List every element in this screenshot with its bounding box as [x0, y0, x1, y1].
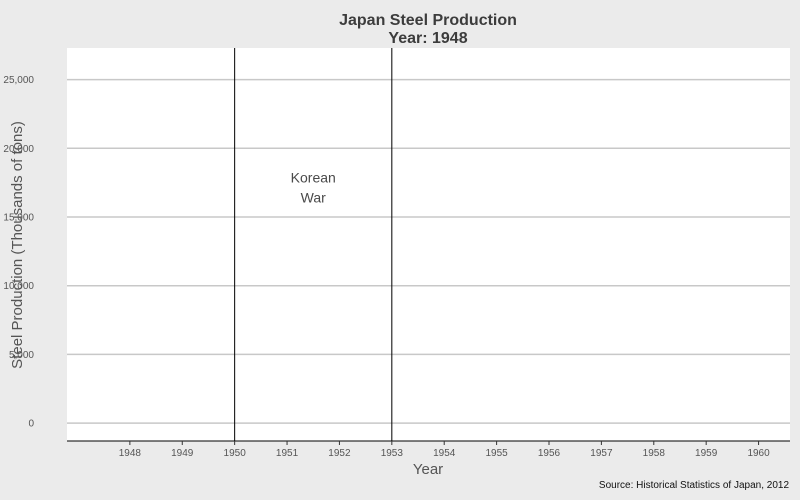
- y-tick-label: 15,000: [3, 213, 34, 224]
- gridlines: [67, 78, 790, 424]
- source-caption: Source: Historical Statistics of Japan, …: [599, 480, 790, 491]
- x-tick-label: 1949: [171, 448, 194, 459]
- x-tick-label: 1953: [381, 448, 404, 459]
- event-lines: [234, 48, 393, 441]
- x-axis-title: Year: [413, 461, 443, 478]
- x-tick-label: 1951: [276, 448, 299, 459]
- x-tick-label: 1960: [747, 448, 770, 459]
- x-tick-label: 1955: [485, 448, 508, 459]
- x-tick-label: 1950: [224, 448, 247, 459]
- korean-war-annotation: Korean War: [291, 170, 336, 206]
- x-tick-label: 1954: [433, 448, 456, 459]
- y-tick-label: 10,000: [3, 281, 34, 292]
- chart-subtitle: Year: 1948: [388, 30, 467, 47]
- x-tick-label: 1958: [643, 448, 666, 459]
- y-axis-title: Steel Production (Thousands of tons): [9, 121, 26, 369]
- y-tick-label: 0: [28, 419, 34, 430]
- x-tick-label: 1948: [119, 448, 142, 459]
- x-tick-label: 1952: [328, 448, 351, 459]
- annotations: Korean War: [291, 170, 336, 206]
- y-axis-ticks: 0 5,000 10,000 15,000 20,000 25,000: [3, 75, 34, 430]
- x-tick-label: 1957: [590, 448, 613, 459]
- x-tick-label: 1956: [538, 448, 561, 459]
- y-tick-label: 5,000: [9, 350, 34, 361]
- chart-title: Japan Steel Production: [339, 12, 517, 29]
- plot-panel: [67, 48, 790, 441]
- y-tick-label: 20,000: [3, 144, 34, 155]
- y-tick-label: 25,000: [3, 75, 34, 86]
- x-tick-label: 1959: [695, 448, 718, 459]
- x-axis-ticks: 1948 1949 1950 1951 1952 1953 1954 1955 1956 1957…: [119, 441, 770, 459]
